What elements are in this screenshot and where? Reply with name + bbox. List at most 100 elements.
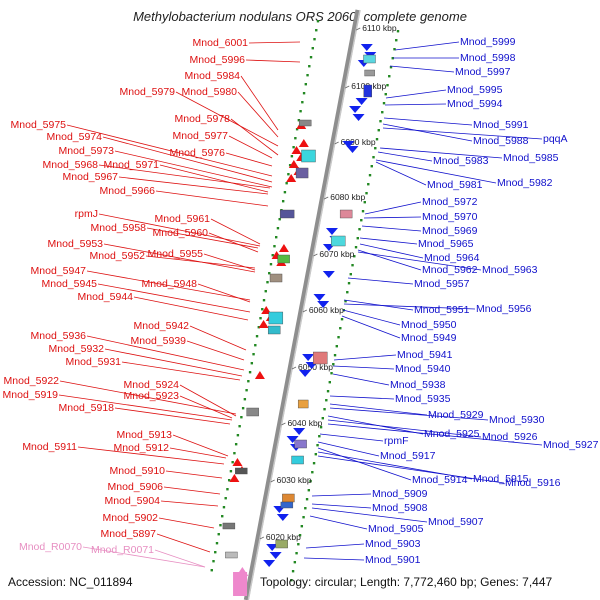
forward-gene-arrow — [291, 146, 302, 154]
left-leader — [230, 118, 279, 156]
left-label-mnod-5912: Mnod_5912 — [114, 442, 170, 454]
guide-dot-left — [254, 344, 257, 347]
left-label-mnod-5945: Mnod_5945 — [42, 278, 98, 290]
right-leader — [329, 395, 395, 400]
right-label-mnod-5981: Mnod_5981 — [427, 179, 483, 191]
guide-dot-right — [344, 300, 347, 303]
scale-label-6110-kbp: 6110 kbp — [362, 23, 397, 33]
guide-dot-right — [356, 237, 359, 240]
right-leader — [332, 365, 395, 370]
reverse-gene-arrow — [269, 552, 282, 559]
guide-dot-left — [264, 290, 267, 293]
guide-dot-right — [340, 318, 344, 321]
feature-block — [235, 467, 248, 475]
guide-dot-left — [229, 470, 233, 473]
guide-dot-left — [269, 263, 273, 266]
guide-dot-right — [319, 426, 323, 429]
right-leader — [317, 447, 412, 481]
left-label-mnod-5936: Mnod_5936 — [31, 330, 87, 342]
right-label-mnod-5941: Mnod_5941 — [397, 349, 453, 361]
reverse-gene-arrow — [302, 354, 315, 361]
guide-dot-right — [372, 156, 375, 159]
guide-dot-right — [360, 219, 363, 222]
right-leader — [311, 507, 428, 523]
right-leader — [347, 277, 414, 285]
guide-dot-left — [227, 479, 231, 482]
right-leader — [329, 407, 489, 421]
guide-dot-right — [379, 120, 382, 123]
feature-block — [364, 69, 375, 77]
reverse-gene-arrow — [346, 146, 359, 153]
left-label-mnod-5911: Mnod_5911 — [22, 441, 77, 453]
left-leader — [175, 91, 279, 147]
right-leader — [343, 303, 476, 310]
right-leader — [309, 515, 368, 530]
scale-tick — [281, 422, 286, 426]
scale-tick — [334, 141, 339, 145]
guide-dot-right — [381, 111, 384, 114]
reverse-gene-arrow — [276, 514, 289, 521]
right-leader — [382, 123, 473, 142]
right-leader — [364, 201, 422, 215]
scale-label-6080-kbp: 6080 kbp — [330, 192, 365, 202]
guide-dot-left — [257, 326, 260, 329]
left-label-mnod-5966: Mnod_5966 — [100, 185, 156, 197]
guide-dot-right — [346, 291, 349, 294]
guide-dot-left — [233, 452, 236, 455]
guide-dot-left — [262, 299, 266, 302]
feature-block — [363, 84, 373, 98]
guide-dot-right — [291, 570, 295, 573]
right-leader — [385, 89, 447, 99]
guide-dot-right — [393, 48, 396, 51]
rna-labels: Mnod_R0070 Mnod_R0071 — [19, 541, 206, 568]
right-label-mnod-5964: Mnod_5964 — [424, 252, 480, 264]
reverse-gene-arrow — [352, 114, 365, 121]
left-leader — [155, 190, 269, 207]
right-leader — [342, 309, 401, 326]
guide-dot-left — [238, 425, 241, 428]
right-leader — [382, 127, 543, 140]
right-label-mnod-5914: Mnod_5914 — [412, 474, 468, 486]
right-label-pqqa: pqqA — [543, 133, 568, 145]
reverse-gene-arrow — [349, 106, 362, 113]
right-label-mnod-5903: Mnod_5903 — [365, 538, 421, 550]
right-label-mnod-5908: Mnod_5908 — [372, 502, 428, 514]
guide-dot-right — [365, 192, 368, 195]
right-label-mnod-5963: Mnod_5963 — [482, 264, 538, 276]
reverse-gene-arrow — [360, 44, 373, 51]
right-leader — [359, 243, 424, 259]
guide-dot-left — [316, 20, 320, 23]
right-leader — [379, 147, 503, 159]
reverse-gene-arrow — [266, 544, 279, 551]
scale-label-6060-kbp: 6060 kbp — [309, 305, 344, 315]
topology-label: Topology: circular; Length: 7,772,460 bp… — [260, 575, 553, 589]
left-leader — [159, 164, 269, 193]
guide-dot-left — [259, 317, 262, 320]
guide-dot-left — [304, 83, 308, 86]
right-leader — [311, 503, 372, 509]
left-leader — [189, 325, 247, 351]
right-label-mnod-5938: Mnod_5938 — [390, 379, 446, 391]
left-leader — [145, 255, 256, 269]
right-gene-labels: Mnod_5999 Mnod_5998 Mnod_5997 Mnod_5995 Mnod… — [303, 36, 599, 566]
scale-label-6090-kbp: 6090 kbp — [341, 137, 376, 147]
right-label-mnod-5935: Mnod_5935 — [395, 393, 451, 405]
left-label-mnod-5971: Mnod_5971 — [104, 159, 160, 171]
guide-dot-right — [347, 282, 351, 285]
feature-block — [339, 209, 353, 219]
left-label-mnod-5984: Mnod_5984 — [185, 70, 241, 82]
guide-dot-left — [287, 173, 290, 176]
guide-dot-right — [332, 363, 335, 366]
guide-dot-right — [302, 516, 305, 519]
guide-dot-left — [236, 434, 240, 437]
right-label-mnod-5997: Mnod_5997 — [455, 66, 511, 78]
guide-dot-left — [276, 227, 280, 230]
left-leader — [59, 380, 237, 415]
rna-leader — [82, 546, 206, 568]
feature-block — [267, 325, 281, 335]
right-label-mnod-5916: Mnod_5916 — [505, 477, 561, 489]
left-label-mnod-5952: Mnod_5952 — [90, 250, 146, 262]
guide-dot-right — [335, 345, 338, 348]
feature-block — [363, 54, 376, 64]
left-label-mnod-5923: Mnod_5923 — [124, 390, 180, 402]
